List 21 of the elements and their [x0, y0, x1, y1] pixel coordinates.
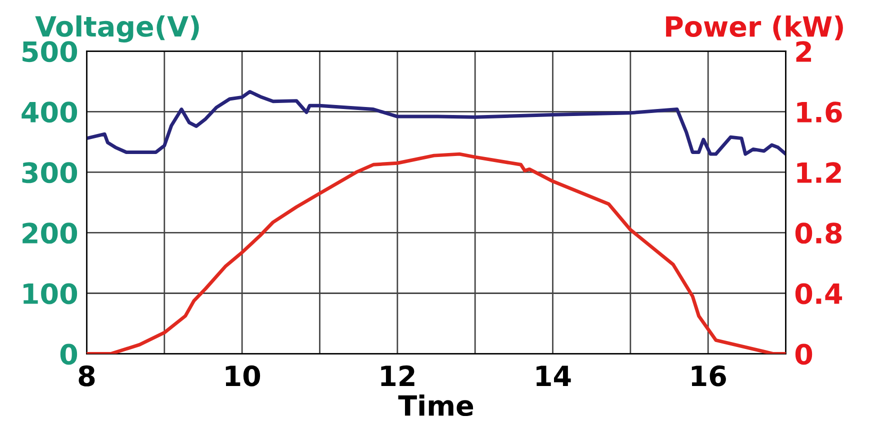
- y2-tick-label: 0.8: [795, 222, 842, 244]
- x-tick-label: 10: [226, 365, 260, 386]
- y-tick-label: 400: [22, 102, 78, 123]
- x-tick-label: 8: [78, 365, 95, 386]
- y-tick-label: 100: [24, 283, 78, 304]
- y-axis-title: Voltage(V): [35, 15, 199, 42]
- x-tick-label: 16: [692, 365, 726, 386]
- line-series: [86, 90, 786, 156]
- x-tick-label: 12: [381, 365, 414, 386]
- x-tick-label: 14: [536, 366, 571, 386]
- y-tick-label: 200: [22, 222, 78, 244]
- y2-axis-title: Power (kW): [666, 15, 843, 40]
- y2-tick-label: 0: [795, 344, 812, 365]
- y2-tick-label: 0.4: [795, 283, 842, 304]
- x-axis-title: Time: [398, 394, 474, 416]
- y-tick-label: 300: [22, 162, 78, 184]
- y2-tick-label: 1.2: [797, 162, 841, 183]
- y2-tick-label: 1.6: [797, 102, 842, 123]
- y2-tick-label: 2: [796, 41, 812, 62]
- y-tick-label: 0: [60, 344, 78, 365]
- y-tick-label: 500: [22, 41, 78, 62]
